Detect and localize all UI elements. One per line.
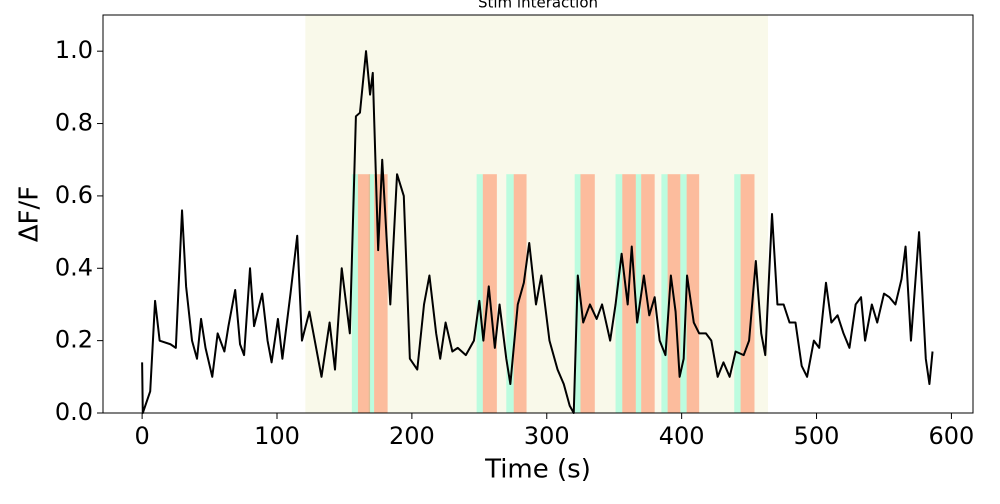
x-axis-label: Time (s) [484, 455, 591, 485]
y-tick-label: 0.6 [55, 181, 93, 209]
x-tick-label: 0 [134, 422, 149, 450]
stim-span [506, 174, 514, 413]
stim-span [734, 174, 741, 413]
stim-span [368, 174, 375, 413]
x-tick-label: 100 [254, 422, 300, 450]
stim-span [661, 174, 668, 413]
stim-span [635, 174, 642, 413]
x-tick-label: 300 [524, 422, 570, 450]
stim-span [351, 174, 358, 413]
y-axis-label: ΔF/F [15, 186, 45, 242]
y-tick-label: 0.8 [55, 109, 93, 137]
y-tick-label: 1.0 [55, 36, 93, 64]
y-tick-label: 0.0 [55, 398, 93, 426]
stim-span [680, 174, 687, 413]
x-tick-label: 600 [929, 422, 975, 450]
chart-title: Stim interaction [478, 0, 598, 12]
x-tick-label: 500 [794, 422, 840, 450]
y-tick-label: 0.4 [55, 253, 93, 281]
stim-span [686, 174, 700, 413]
x-tick-label: 200 [389, 422, 435, 450]
plot-frame [102, 14, 974, 414]
trace-line [141, 50, 934, 414]
stim-span [615, 174, 623, 413]
stim-span [476, 174, 483, 413]
stim-span [641, 174, 655, 413]
stim-span [580, 174, 595, 413]
stim-span [357, 174, 371, 413]
y-tick-label: 0.2 [55, 326, 93, 354]
x-tick-label: 400 [659, 422, 705, 450]
